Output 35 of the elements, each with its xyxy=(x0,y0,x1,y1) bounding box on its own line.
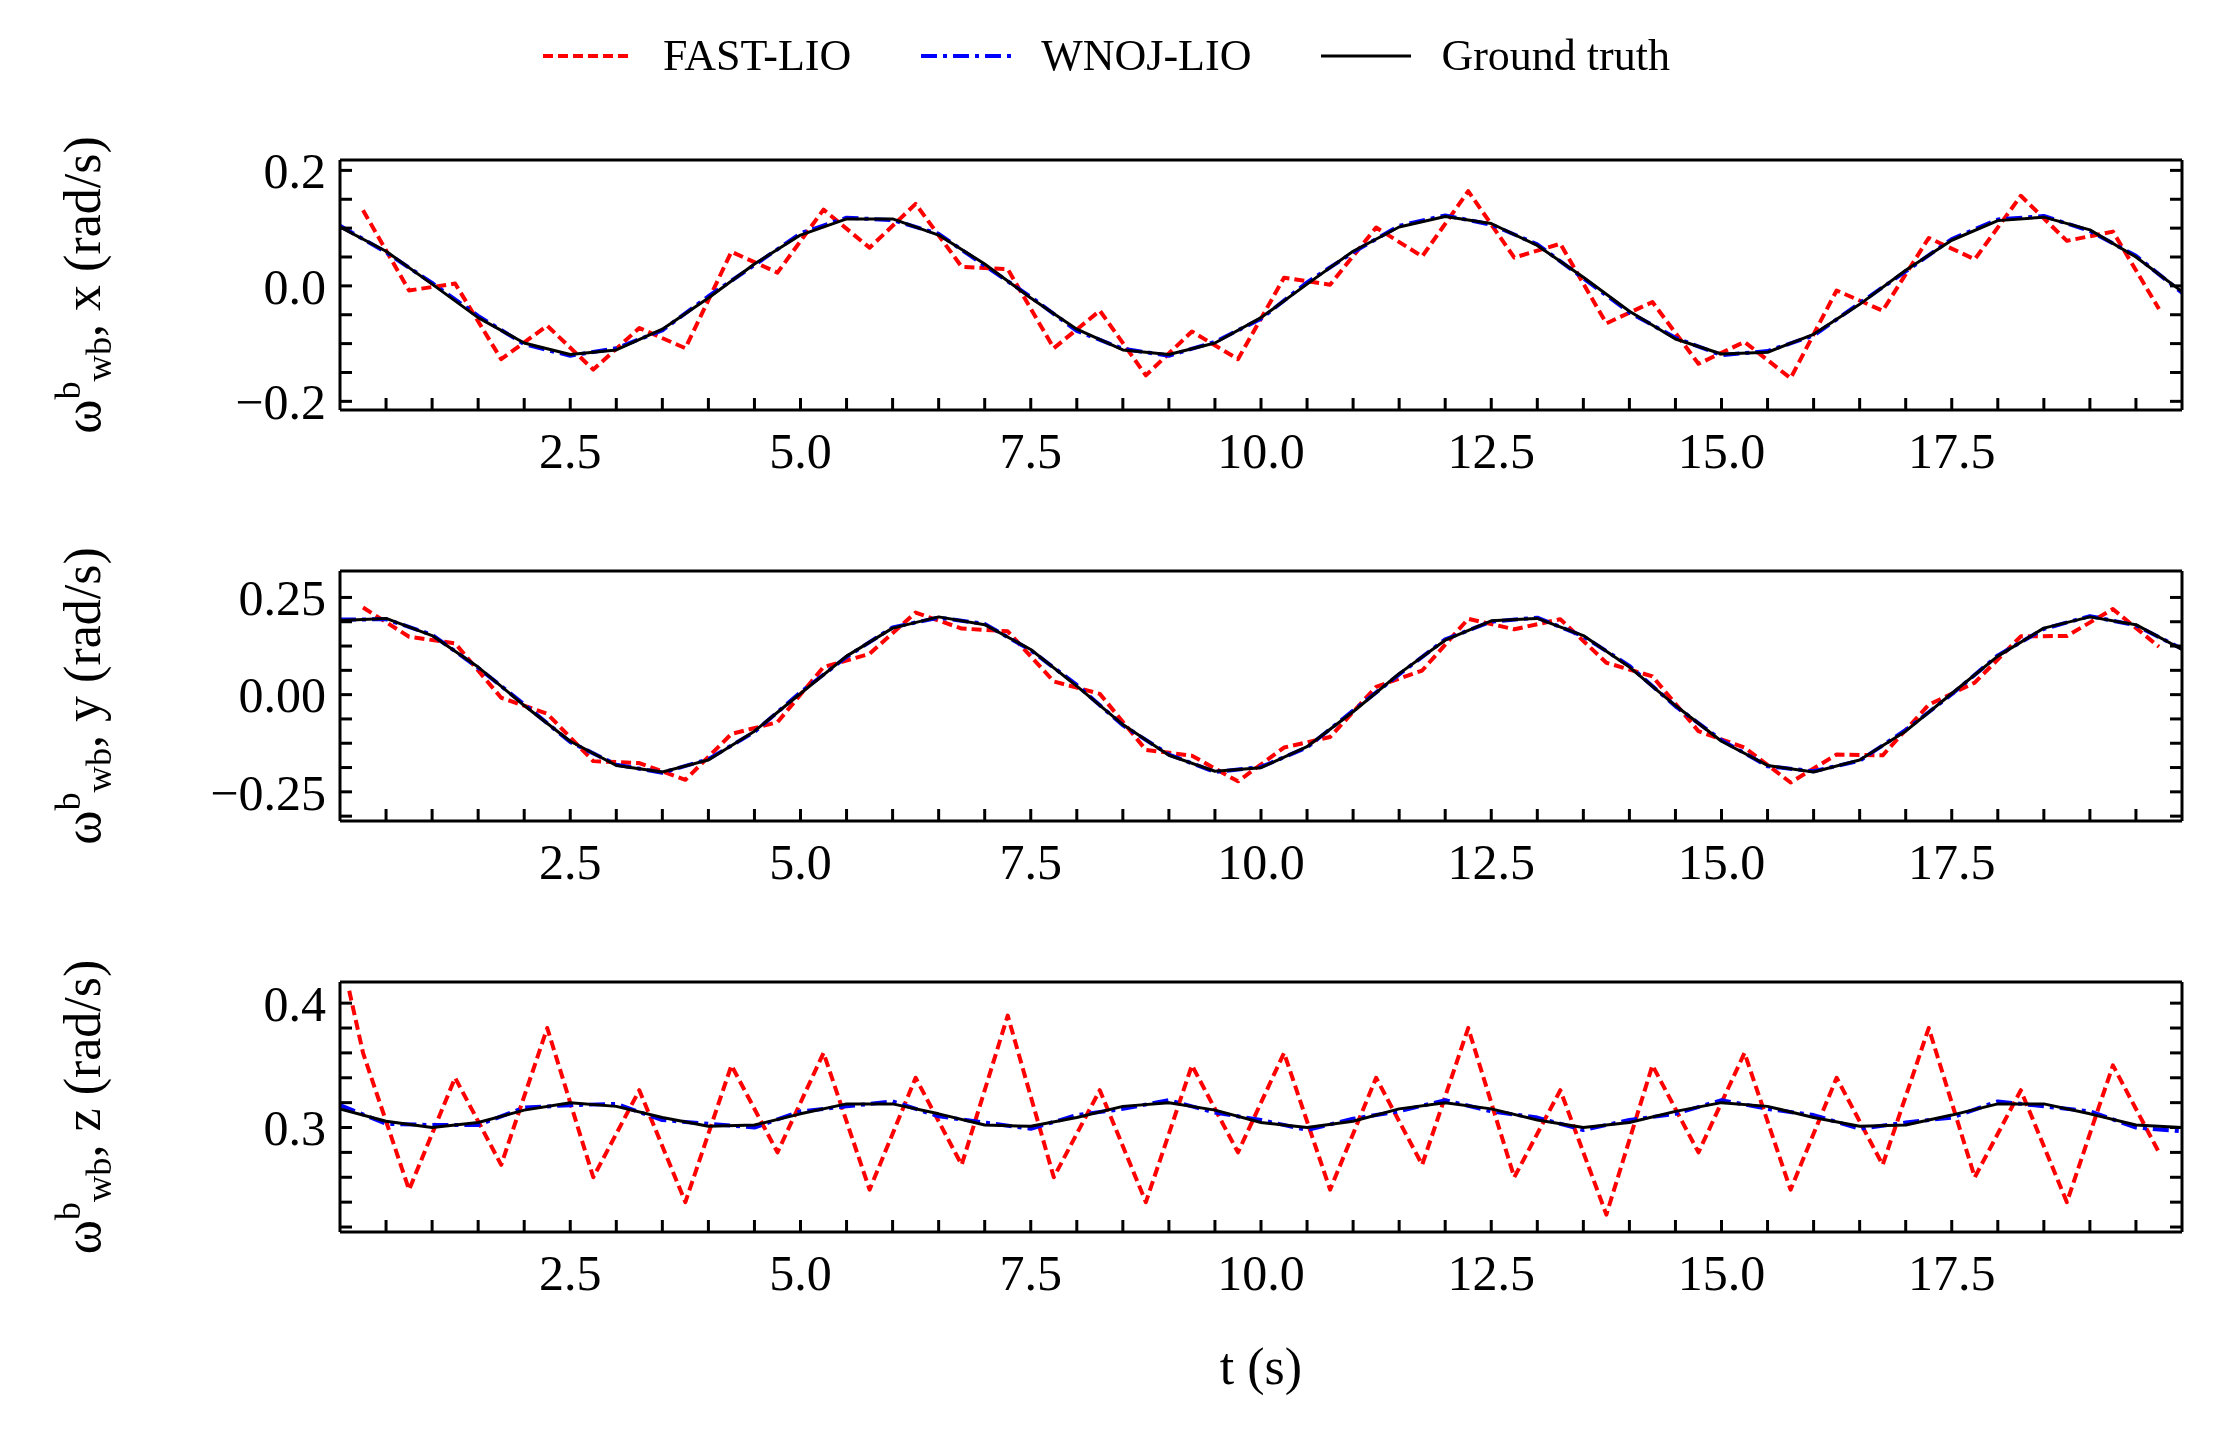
x-tick-label: 17.5 xyxy=(1908,422,1996,479)
x-tick-label: 12.5 xyxy=(1447,422,1535,479)
x-tick-label: 10.0 xyxy=(1217,422,1305,479)
y-tick-label: 0.25 xyxy=(238,570,326,627)
x-tick-label: 5.0 xyxy=(769,833,832,890)
x-tick-label: 15.0 xyxy=(1677,1244,1766,1301)
y-tick-label: −0.2 xyxy=(235,374,326,431)
x-tick-label: 12.5 xyxy=(1447,833,1535,890)
x-tick-label: 15.0 xyxy=(1677,422,1766,479)
x-tick-label: 17.5 xyxy=(1908,833,1996,890)
y-tick-label: 0.4 xyxy=(263,975,326,1032)
x-tick-label: 15.0 xyxy=(1677,833,1766,890)
line-series xyxy=(347,988,2161,1217)
y-tick-label: 0.3 xyxy=(263,1100,326,1157)
x-axis-title: t (s) xyxy=(1219,1338,1303,1396)
x-tick-label: 7.5 xyxy=(999,422,1062,479)
x-tick-label: 12.5 xyxy=(1447,1244,1535,1301)
y-tick-label: 0.0 xyxy=(263,258,326,315)
x-tick-label: 2.5 xyxy=(539,422,602,479)
x-tick-label: 17.5 xyxy=(1908,1244,1996,1301)
x-tick-label: 2.5 xyxy=(539,1244,602,1301)
legend-label: FAST-LIO xyxy=(663,30,852,81)
x-tick-label: 7.5 xyxy=(999,1244,1062,1301)
x-tick-label: 2.5 xyxy=(539,833,602,890)
legend-label: WNOJ-LIO xyxy=(1041,30,1252,81)
line-series xyxy=(361,189,2161,381)
x-tick-label: 10.0 xyxy=(1217,1244,1305,1301)
y-tick-label: 0.2 xyxy=(263,143,326,200)
x-tick-label: 5.0 xyxy=(769,1244,832,1301)
y-tick-label: 0.00 xyxy=(238,667,326,724)
x-tick-label: 5.0 xyxy=(769,422,832,479)
y-tick-label: −0.25 xyxy=(210,764,326,821)
x-tick-label: 7.5 xyxy=(999,833,1062,890)
x-tick-label: 10.0 xyxy=(1217,833,1305,890)
legend-label: Ground truth xyxy=(1441,30,1670,81)
